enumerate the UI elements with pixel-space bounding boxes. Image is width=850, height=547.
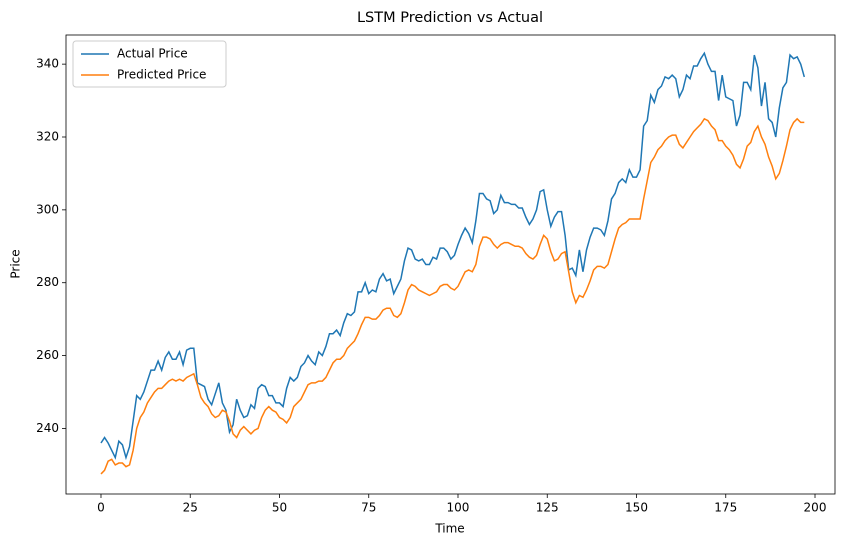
- chart-title: LSTM Prediction vs Actual: [357, 10, 543, 26]
- x-tick-label: 150: [625, 501, 648, 515]
- y-axis-label: Price: [9, 249, 23, 278]
- y-tick-label: 300: [36, 202, 59, 216]
- x-tick-label: 200: [804, 501, 827, 515]
- y-tick-label: 340: [36, 57, 59, 71]
- series-line: [100, 117, 805, 475]
- legend-label: Predicted Price: [117, 68, 206, 82]
- x-tick-label: 75: [361, 501, 376, 515]
- x-tick-label: 0: [97, 501, 105, 515]
- series-line: [100, 51, 806, 461]
- plot-frame: [65, 34, 836, 495]
- legend-box: [72, 40, 227, 88]
- x-tick-label: 100: [447, 501, 470, 515]
- x-tick-label: 125: [536, 501, 559, 515]
- x-tick-label: 175: [714, 501, 737, 515]
- x-tick-label: 50: [272, 501, 287, 515]
- y-tick-label: 260: [36, 348, 59, 362]
- y-tick-label: 240: [36, 421, 59, 435]
- x-tick-label: 25: [183, 501, 198, 515]
- x-axis-label: Time: [434, 522, 464, 536]
- legend-label: Actual Price: [117, 47, 188, 61]
- y-tick-label: 280: [36, 275, 59, 289]
- y-tick-label: 320: [36, 130, 59, 144]
